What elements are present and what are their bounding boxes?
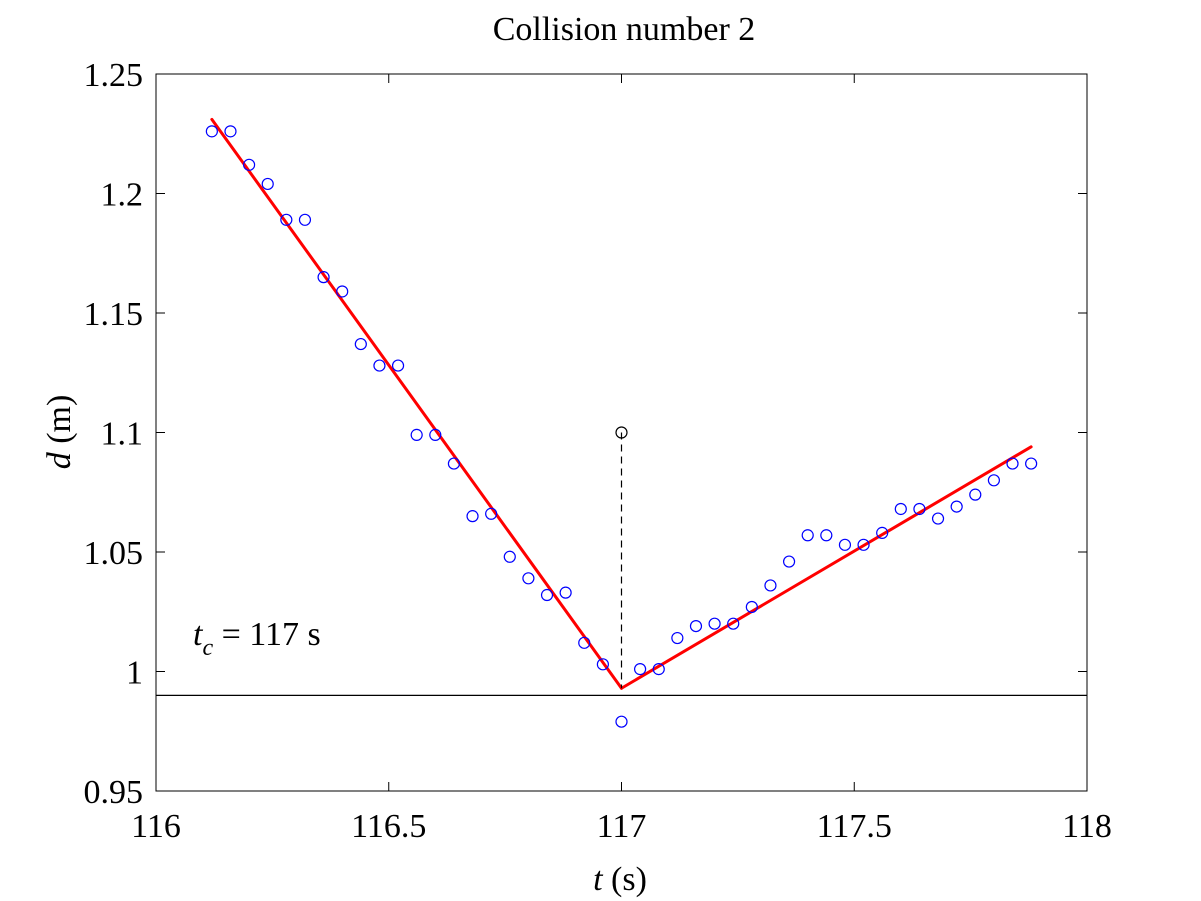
data-point [764, 579, 777, 592]
data-point [261, 177, 274, 191]
data-point [596, 658, 609, 671]
data-point [280, 213, 293, 226]
data-point [485, 507, 498, 520]
data-point [820, 529, 833, 542]
data-point [838, 538, 852, 551]
data-point [559, 586, 572, 599]
data-point [634, 663, 647, 676]
data-point [205, 125, 218, 138]
data-point [913, 502, 926, 516]
data-point [578, 636, 591, 649]
data-point [671, 631, 684, 645]
data-point [503, 550, 516, 563]
data-point [391, 359, 405, 372]
chart-title: Collision number 2 [493, 11, 756, 48]
data-points [205, 125, 1038, 728]
y-tick-label: 1.2 [101, 177, 144, 214]
y-tick-label: 1.05 [84, 535, 144, 572]
y-tick-label: 1.15 [84, 296, 144, 333]
x-axis-var: t [593, 861, 604, 898]
y-axis-unit: (m) [41, 395, 78, 453]
data-point [317, 271, 330, 284]
data-point [801, 529, 814, 542]
x-tick-label: 116.5 [351, 808, 426, 845]
data-point [354, 337, 367, 351]
data-point [466, 510, 479, 523]
y-tick-label: 1 [126, 655, 143, 692]
data-point [782, 555, 796, 568]
data-point [876, 526, 889, 539]
data-point [987, 474, 1001, 487]
y-tick-label: 1.25 [84, 57, 144, 94]
collision-marker-layer [615, 426, 628, 689]
data-point [373, 359, 386, 372]
data-point [298, 213, 312, 226]
axis-ticks: 116 116.5 117 117.5 118 0.95 1 1.05 1.1 1.15 1.2 1.… [84, 57, 1112, 845]
x-tick-label: 117 [597, 808, 647, 845]
data-point [410, 428, 423, 441]
fit-line-2 [620, 445, 1033, 690]
fit-lines [210, 117, 1033, 690]
y-tick-label: 1.1 [101, 416, 144, 453]
data-point [336, 285, 349, 298]
x-tick-label: 118 [1062, 808, 1112, 845]
collision-time-annotation: tc = 117 s [193, 616, 321, 661]
annotation-value: = 117 s [213, 616, 321, 653]
x-axis-label: t (s) [593, 861, 647, 898]
annotation-var: t [193, 616, 204, 653]
collision-marker [615, 426, 628, 439]
data-point [894, 502, 907, 516]
data-point [1025, 457, 1038, 470]
data-point [615, 715, 628, 728]
annotation-subscript: c [202, 635, 213, 661]
data-point [857, 538, 870, 551]
x-axis-unit: (s) [603, 861, 647, 898]
data-point [689, 619, 703, 633]
y-axis-var: d [41, 451, 78, 469]
data-point [540, 588, 554, 602]
data-point [224, 125, 237, 138]
data-point [522, 572, 535, 585]
data-point [950, 500, 963, 513]
x-tick-label: 117.5 [817, 808, 892, 845]
data-point [447, 457, 461, 470]
data-point [708, 617, 721, 630]
data-point [243, 158, 256, 171]
data-point [727, 617, 740, 630]
data-point [429, 428, 442, 441]
y-axis-label: d (m) [41, 395, 78, 470]
fit-line-1 [210, 117, 623, 690]
data-point [1006, 457, 1019, 470]
data-point [745, 600, 758, 614]
x-tick-label: 116 [131, 808, 181, 845]
data-point [652, 663, 665, 676]
y-tick-label: 0.95 [84, 774, 144, 811]
data-point [931, 512, 945, 525]
data-point [969, 488, 982, 501]
